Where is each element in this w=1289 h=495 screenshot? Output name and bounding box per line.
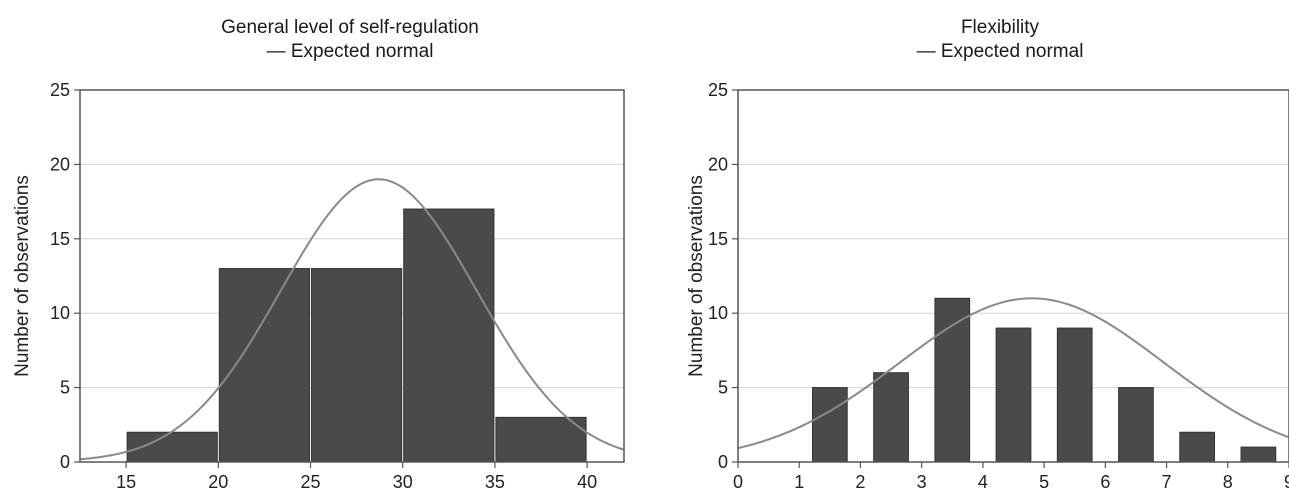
x-tick-label: 20 xyxy=(208,472,228,492)
y-axis-label: Number of observations xyxy=(686,175,707,377)
x-tick-label: 35 xyxy=(485,472,505,492)
chart-subtitle: — Expected normal xyxy=(916,41,1084,62)
chart-svg: 0 5 10 15 20 25 15 20 25 30 35 40 Number of observat… xyxy=(12,80,625,492)
histogram-bar xyxy=(495,416,587,463)
histogram-flexibility: Flexibility — Expected normal 0 5 10 15 20 25… xyxy=(680,0,1289,495)
y-tick-label: 15 xyxy=(708,229,728,249)
normal-curve xyxy=(737,297,1289,450)
y-tick-label: 0 xyxy=(718,452,728,472)
x-tick-label: 0 xyxy=(733,472,743,492)
histogram-bar xyxy=(218,268,311,463)
histogram-bar xyxy=(311,268,403,463)
y-tick-label: 25 xyxy=(50,80,70,100)
histogram-bar xyxy=(811,387,848,463)
x-tick-label: 7 xyxy=(1162,472,1172,492)
chart-svg: 0 5 10 15 20 25 0 1 2 3 4 5 6 7 8 9 Number of observatio… xyxy=(686,80,1289,492)
x-tick-label: 5 xyxy=(1039,472,1049,492)
histogram-bar xyxy=(1118,387,1154,463)
x-tick-label: 2 xyxy=(855,472,865,492)
x-tick-label: 9 xyxy=(1284,472,1289,492)
histogram-bar xyxy=(1179,431,1216,463)
histogram-self-regulation: General level of self-regulation — Expec… xyxy=(0,0,640,495)
x-tick-label: 40 xyxy=(577,472,597,492)
chart-title: Flexibility xyxy=(960,17,1040,38)
x-tick-label: 6 xyxy=(1100,472,1110,492)
y-tick-label: 5 xyxy=(60,378,70,398)
x-tick-label: 3 xyxy=(917,472,927,492)
y-tick-label: 10 xyxy=(708,303,728,323)
y-tick-label: 20 xyxy=(708,154,728,174)
chart-title-block: General level of self-regulation — Expec… xyxy=(80,16,620,64)
y-tick-label: 5 xyxy=(718,378,728,398)
plot-frame xyxy=(79,89,625,463)
x-tick-label: 8 xyxy=(1223,472,1233,492)
y-tick-label: 0 xyxy=(60,452,70,472)
histogram-bar xyxy=(934,297,971,463)
x-tick-label: 4 xyxy=(978,472,988,492)
x-tick-label: 30 xyxy=(393,472,413,492)
y-tick-label: 15 xyxy=(50,229,70,249)
x-tick-label: 15 xyxy=(116,472,136,492)
histogram-bar xyxy=(403,208,495,463)
histogram-bar xyxy=(995,327,1032,463)
plot-frame xyxy=(737,89,1289,463)
y-tick-label: 25 xyxy=(708,80,728,100)
histogram-bar xyxy=(1240,446,1277,463)
histogram-bar xyxy=(873,372,909,463)
y-tick-label: 20 xyxy=(50,154,70,174)
histogram-bar xyxy=(1056,327,1093,463)
x-tick-label: 1 xyxy=(794,472,804,492)
normal-curve xyxy=(79,178,625,461)
x-tick-label: 25 xyxy=(300,472,320,492)
chart-title-block: Flexibility — Expected normal xyxy=(710,16,1289,64)
y-tick-label: 10 xyxy=(50,303,70,323)
chart-title: General level of self-regulation xyxy=(221,17,479,38)
chart-subtitle: — Expected normal xyxy=(266,41,434,62)
y-axis-label: Number of observations xyxy=(12,175,33,377)
